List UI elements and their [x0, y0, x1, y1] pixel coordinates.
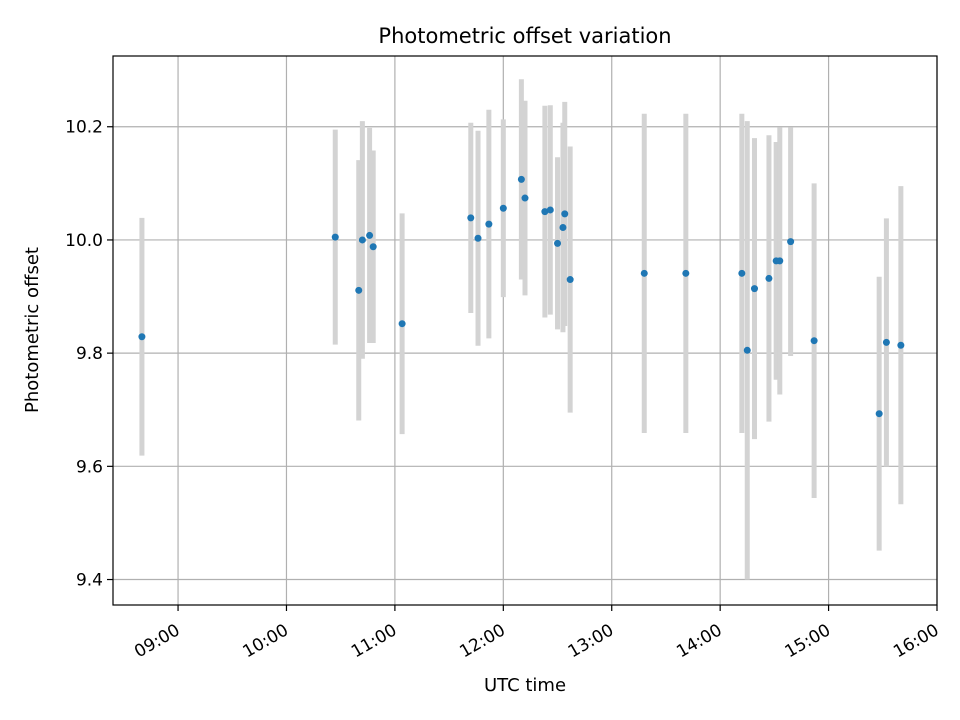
- y-tick-label: 9.4: [76, 571, 103, 591]
- y-tick-label: 9.8: [76, 344, 103, 364]
- data-point: [138, 333, 146, 341]
- y-axis-ticks: 9.4 9.6 9.8 10.0 10.2: [65, 118, 113, 591]
- data-point: [738, 269, 746, 277]
- data-point: [355, 286, 363, 294]
- data-points: [138, 175, 905, 418]
- data-point: [467, 214, 475, 222]
- y-tick-label: 10.2: [65, 118, 103, 138]
- data-point: [875, 410, 883, 418]
- y-tick-label: 9.6: [76, 457, 103, 477]
- data-point: [640, 269, 648, 277]
- data-point: [561, 210, 569, 218]
- data-point: [521, 194, 529, 202]
- data-point: [358, 236, 366, 244]
- data-point: [810, 337, 818, 345]
- data-point: [882, 338, 890, 346]
- data-point: [474, 234, 482, 242]
- data-point: [750, 285, 758, 293]
- data-point: [776, 257, 784, 265]
- data-point: [682, 269, 690, 277]
- data-point: [765, 274, 773, 282]
- data-point: [499, 204, 507, 212]
- data-point: [369, 243, 377, 251]
- x-axis-label: UTC time: [484, 675, 566, 696]
- data-point: [331, 233, 339, 241]
- y-tick-label: 10.0: [65, 231, 103, 251]
- data-point: [398, 320, 406, 328]
- data-point: [559, 223, 567, 231]
- data-point: [743, 346, 751, 354]
- plot-area-frame: [112, 55, 938, 606]
- data-point: [366, 231, 374, 239]
- chart-title: Photometric offset variation: [378, 24, 671, 48]
- data-point: [541, 208, 549, 216]
- data-point: [546, 206, 554, 214]
- data-point: [485, 220, 493, 228]
- data-point: [554, 239, 562, 247]
- data-point: [517, 175, 525, 183]
- data-point: [897, 341, 905, 349]
- y-axis-label: Photometric offset: [22, 247, 43, 413]
- data-point: [566, 276, 574, 284]
- data-point: [787, 238, 795, 246]
